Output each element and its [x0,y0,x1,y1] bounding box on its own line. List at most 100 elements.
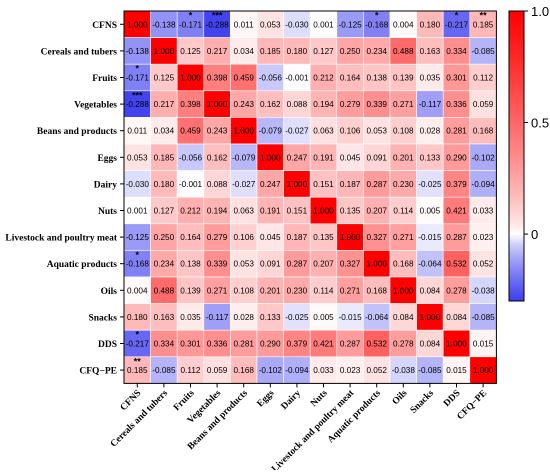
heatmap-cell [469,170,497,198]
heatmap-cell [150,37,178,65]
heatmap-cell [389,223,417,251]
cell-value-label: 0.230 [393,180,414,189]
column-label: Snacks [409,388,436,415]
heatmap-cell [176,250,205,278]
cell-value-label: 0.301 [180,340,201,349]
cell-value-label: 0.339 [366,100,387,109]
heatmap-cell [336,196,364,225]
cell-value-label: 0.271 [340,286,361,295]
cell-value-label: -0.015 [418,233,442,242]
significance-star: ** [134,356,142,366]
heatmap-cell [230,90,258,118]
heatmap-cell [256,250,284,278]
row-label: DDS [98,340,117,350]
cell-value-label: 0.201 [393,153,414,162]
heatmap-cell [176,170,205,198]
cell-value-label: 0.336 [446,100,467,109]
row-label: Aquatic products [47,260,118,270]
cell-value-label: 0.084 [446,313,467,322]
cell-value-label: 0.212 [180,207,201,216]
row-label: Beans and products [37,127,117,137]
heatmap-cell [230,196,258,225]
heatmap-cell [230,356,258,384]
heatmap-cell [469,63,497,92]
cell-value-label: 0.138 [180,260,201,269]
cell-value-label: 0.243 [207,127,228,136]
heatmap-cell [336,276,364,304]
heatmap-cell [363,10,391,38]
heatmap-cell [176,303,205,331]
cell-value-label: 0.053 [260,20,281,29]
cell-value-label: 0.271 [393,233,414,242]
cell-value-label: 0.336 [207,340,228,349]
row-label: Fruits [92,74,117,84]
cell-value-label: 0.052 [366,366,387,375]
heatmap-cell [363,276,391,304]
cell-value-label: -0.064 [365,313,389,322]
heatmap-cell [336,37,364,65]
heatmap-cell [309,63,338,92]
cell-value-label: 0.005 [313,313,334,322]
cell-value-label: 0.052 [473,260,494,269]
cell-value-label: 0.045 [340,153,361,162]
heatmap-cell [230,170,258,198]
significance-star: *** [212,11,223,21]
cell-value-label: 0.108 [393,127,414,136]
cell-value-label: -0.102 [471,153,495,162]
cell-value-label: 0.180 [287,47,308,56]
cell-value-label: 0.301 [446,74,467,83]
heatmap-cell [416,276,444,304]
cell-value-label: 0.005 [420,207,441,216]
heatmap-cell [283,170,311,198]
cell-value-label: -0.094 [471,180,495,189]
heatmap-cell [150,250,178,278]
heatmap-cell [469,117,497,145]
significance-star: * [189,11,193,21]
heatmap-cell [389,63,417,92]
heatmap-cell [150,303,178,331]
cell-value-label: -0.085 [152,366,176,375]
cell-value-label: -0.027 [232,180,256,189]
cell-value-label: 0.063 [313,127,334,136]
heatmap-cell [203,37,231,65]
cell-value-label: -0.030 [285,20,309,29]
heatmap-cell [123,303,151,331]
heatmap-cell [416,303,444,331]
heatmap-cell [363,117,391,145]
heatmap-cell [416,356,444,384]
cell-value-label: -0.038 [471,286,495,295]
heatmap-cell [309,276,338,304]
heatmap-cell [309,250,338,278]
cell-value-label: 0.162 [207,153,228,162]
cell-value-label: 0.023 [473,233,494,242]
cell-value-label: -0.079 [232,153,256,162]
colorbar-tick-label: 0 [531,227,538,242]
cell-value-label: 0.163 [420,47,441,56]
heatmap-cell [309,223,338,251]
heatmap-cell [309,143,338,171]
cell-value-label: 1.000 [180,74,201,83]
cell-value-label: 0.278 [446,286,467,295]
heatmap-cell [469,196,497,225]
heatmap-cell [416,90,444,118]
heatmap-cell [389,143,417,171]
cell-value-label: 0.290 [446,153,467,162]
cell-value-label: -0.064 [418,260,442,269]
heatmap-cell [416,10,444,38]
heatmap-cell [363,329,391,358]
heatmap-cell [256,10,284,38]
heatmap-cell [230,250,258,278]
cell-value-label: 0.127 [313,47,334,56]
cell-value-label: 0.287 [287,260,308,269]
heatmap-cell [389,170,417,198]
cell-value-label: -0.117 [206,313,229,322]
cell-value-label: 0.271 [207,286,228,295]
cell-value-label: 0.247 [287,153,308,162]
cell-value-label: -0.025 [285,313,309,322]
cell-value-label: 0.185 [260,47,281,56]
heatmap-cell [416,223,444,251]
cell-value-label: 0.187 [340,180,361,189]
heatmap-cell [123,90,151,118]
heatmap-cell [442,90,471,118]
cell-value-label: 0.168 [393,260,414,269]
